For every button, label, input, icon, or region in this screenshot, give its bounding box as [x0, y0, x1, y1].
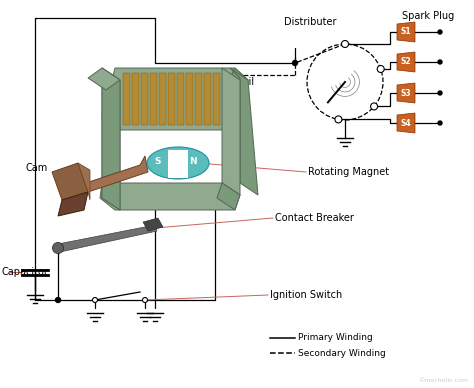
Polygon shape [213, 73, 220, 125]
Polygon shape [397, 83, 415, 103]
Circle shape [438, 121, 442, 125]
Text: S4: S4 [401, 118, 411, 128]
Polygon shape [186, 73, 193, 125]
Text: Contact Breaker: Contact Breaker [275, 213, 354, 223]
Polygon shape [100, 183, 240, 210]
Polygon shape [217, 183, 240, 210]
Polygon shape [102, 68, 120, 210]
Polygon shape [88, 68, 120, 90]
Text: Secondary Winding: Secondary Winding [298, 348, 386, 357]
Circle shape [341, 40, 348, 47]
Circle shape [292, 61, 298, 66]
Polygon shape [123, 73, 130, 125]
Text: Ignition Switch: Ignition Switch [270, 290, 342, 300]
Ellipse shape [147, 147, 209, 179]
Text: Spark Plug: Spark Plug [402, 11, 454, 21]
Polygon shape [78, 163, 90, 200]
Polygon shape [102, 68, 248, 130]
Polygon shape [58, 192, 88, 216]
Polygon shape [80, 156, 148, 193]
Polygon shape [230, 68, 258, 195]
Polygon shape [168, 73, 175, 125]
Circle shape [53, 242, 64, 253]
Circle shape [438, 91, 442, 95]
Circle shape [377, 66, 384, 73]
Polygon shape [159, 73, 166, 125]
Polygon shape [168, 150, 188, 178]
Circle shape [371, 103, 378, 110]
Polygon shape [195, 73, 202, 125]
Text: Primary Winding: Primary Winding [298, 334, 373, 343]
Circle shape [55, 298, 61, 303]
Circle shape [335, 116, 342, 123]
Polygon shape [397, 22, 415, 42]
Polygon shape [397, 113, 415, 133]
Polygon shape [132, 73, 139, 125]
Circle shape [92, 298, 98, 303]
Polygon shape [177, 73, 184, 125]
Polygon shape [204, 73, 211, 125]
Polygon shape [230, 68, 248, 130]
Text: S3: S3 [401, 88, 411, 97]
Polygon shape [150, 73, 157, 125]
Text: S2: S2 [401, 57, 411, 66]
Polygon shape [58, 225, 157, 252]
Polygon shape [397, 52, 415, 72]
Polygon shape [141, 73, 148, 125]
Circle shape [143, 298, 147, 303]
Text: Cam: Cam [26, 163, 48, 173]
Circle shape [438, 60, 442, 64]
Polygon shape [52, 163, 88, 200]
Circle shape [438, 30, 442, 34]
Text: Rotating Magnet: Rotating Magnet [308, 167, 389, 177]
Polygon shape [102, 68, 120, 210]
Text: N: N [189, 158, 197, 166]
Text: ©mecholic.com: ©mecholic.com [418, 378, 468, 383]
Text: S1: S1 [401, 28, 411, 36]
Text: Capacitor: Capacitor [2, 267, 49, 277]
Text: Distributer: Distributer [284, 17, 336, 27]
Text: Coil: Coil [237, 77, 255, 87]
Polygon shape [222, 68, 240, 195]
Text: S: S [155, 158, 161, 166]
Polygon shape [143, 218, 163, 231]
